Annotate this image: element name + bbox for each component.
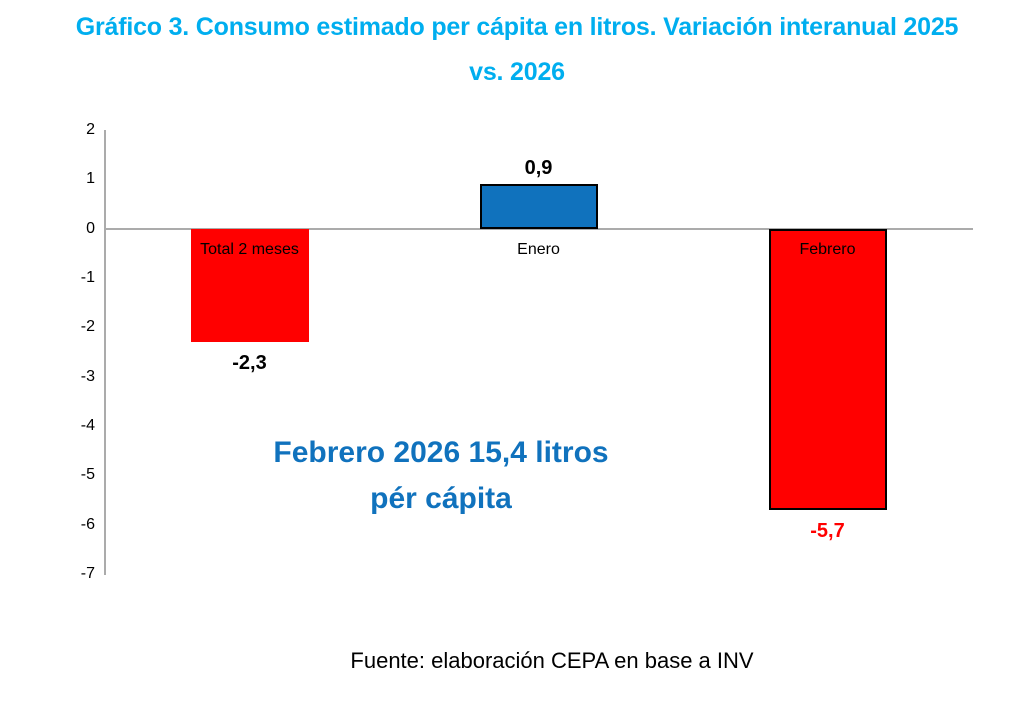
y-tick-label-1: -1 [80,269,95,286]
annotation-line1: Febrero 2026 15,4 litros [273,436,609,469]
value-label-enero: 0,9 [524,157,553,180]
bar-febrero [768,228,887,510]
annotation: Febrero 2026 15,4 litros pér cápita [161,430,721,522]
source-note: Fuente: elaboración CEPA en base a INV [350,648,754,673]
y-tick-label-2: -2 [80,318,95,336]
value-label-febrero: -5,7 [810,519,845,542]
y-tick-label-5: -5 [80,466,95,484]
category-label-enero: Enero [517,240,560,258]
value-label-total-2-meses: -2,3 [232,352,267,375]
y-tick-label-3: -3 [80,367,95,385]
chart-title: Gráfico 3. Consumo estimado per cápita e… [0,5,1034,95]
y-tick-label-6: -6 [80,515,95,533]
y-axis-line [104,130,106,575]
y-tick-label-0: 0 [86,219,95,237]
category-label-total-2-meses: Total 2 meses [200,240,299,258]
category-label-febrero: Febrero [799,240,856,258]
y-tick-label-2: 2 [86,121,95,138]
y-tick-label-4: -4 [80,417,95,434]
y-tick-label-1: 1 [86,170,95,188]
x-axis-zero-line [104,228,973,230]
bar-total-2-meses [190,228,309,343]
annotation-line2: pér cápita [370,482,512,515]
chart-title-line1: Gráfico 3. Consumo estimado per cápita e… [75,13,959,41]
y-tick-label-7: -7 [80,565,95,582]
bar-enero [479,184,598,229]
chart-title-line2: vs. 2026 [469,58,565,86]
